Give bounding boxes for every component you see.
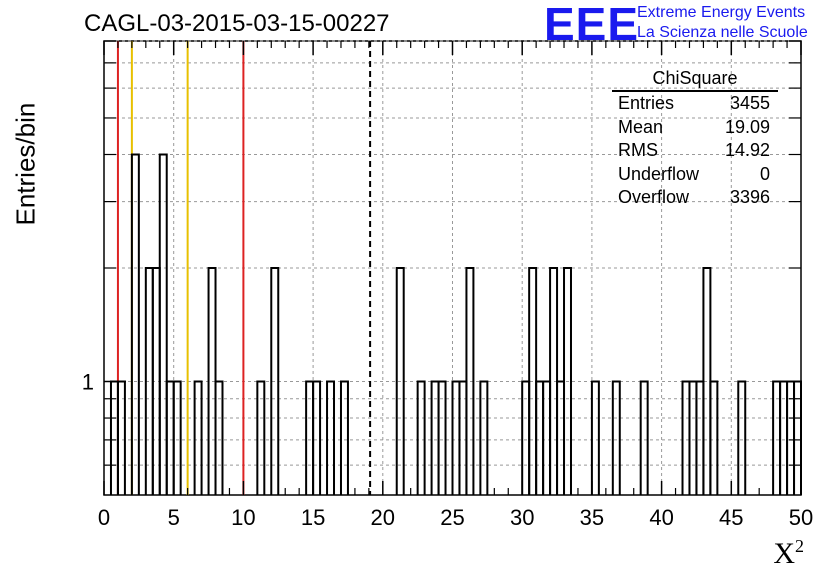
histogram-bin: [563, 267, 572, 495]
x-tick-label: 25: [440, 505, 464, 530]
y-axis-label-wrap: Entries/bin: [6, 103, 46, 230]
x-tick-label: 0: [98, 505, 110, 530]
histogram-bin: [611, 380, 621, 495]
histogram-bin: [416, 380, 426, 495]
y-axis-label: Entries/bin: [10, 102, 41, 226]
histogram-bin: [172, 380, 182, 495]
stats-value: 3396: [729, 187, 770, 207]
histogram-bin: [214, 380, 224, 495]
histogram-bin: [737, 380, 747, 495]
eee-logo: EEE: [544, 0, 640, 50]
stats-value: 3455: [729, 93, 770, 113]
stats-label: Entries: [618, 93, 675, 113]
stats-row: Mean 19.09: [612, 116, 778, 140]
histogram-bin: [590, 380, 600, 495]
stats-box: ChiSquare Entries 3455 Mean 19.09 RMS 14.92…: [612, 66, 778, 210]
logo-line-1: Extreme Energy Events: [637, 4, 806, 21]
x-tick-label: 35: [580, 505, 604, 530]
stats-label: RMS: [618, 140, 658, 160]
stats-box-title: ChiSquare: [612, 66, 778, 92]
x-tick-label: 45: [719, 505, 743, 530]
histogram-bin: [395, 267, 405, 495]
stats-row: Underflow 0: [612, 163, 778, 187]
stats-row: Overflow 3396: [612, 186, 778, 210]
histogram-bin: [709, 380, 719, 495]
stats-row: RMS 14.92: [612, 139, 778, 163]
stats-label: Mean: [618, 116, 664, 137]
histogram-bin: [339, 380, 349, 495]
histogram-bin: [130, 153, 140, 495]
histogram-bin: [158, 153, 168, 495]
stats-value: 19.09: [724, 116, 770, 137]
x-axis-label-superscript: 2: [795, 536, 804, 556]
x-tick-label: 30: [510, 505, 534, 530]
histogram-bin: [465, 267, 475, 495]
logo-line-2: La Scienza nelle Scuole: [637, 24, 808, 41]
x-axis-label-text: X: [773, 537, 795, 570]
histogram-bin: [437, 380, 447, 495]
histogram-bin: [193, 380, 203, 495]
histogram-bin: [639, 380, 649, 495]
stats-value: 0: [759, 163, 770, 184]
x-tick-label: 20: [371, 505, 395, 530]
x-axis-label: X2: [773, 536, 804, 571]
x-tick-label: 10: [231, 505, 255, 530]
chart-title: CAGL-03-2015-03-15-00227: [84, 10, 390, 37]
axis-ticks: 0 5 10 15 20 25 30 35 40 45 50 1: [82, 40, 813, 530]
stats-label: Overflow: [618, 187, 690, 207]
x-tick-label: 40: [649, 505, 673, 530]
x-tick-label: 15: [301, 505, 325, 530]
histogram-bin: [479, 380, 489, 495]
x-tick-label: 50: [789, 505, 813, 530]
x-tick-label: 5: [168, 505, 180, 530]
histogram-bin: [256, 380, 266, 495]
y-tick-label: 1: [82, 370, 94, 395]
stats-value: 14.92: [724, 140, 770, 160]
histogram-bin: [270, 267, 280, 495]
stats-row: Entries 3455: [612, 92, 778, 116]
stats-label: Underflow: [618, 163, 700, 184]
histogram-bin: [326, 380, 336, 495]
histogram-bin: [312, 380, 322, 495]
